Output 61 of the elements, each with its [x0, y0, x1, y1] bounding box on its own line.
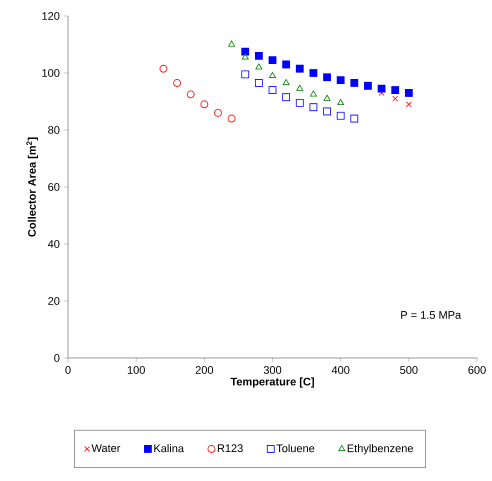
legend-label: Water: [92, 444, 120, 452]
point: [282, 93, 290, 102]
point: [350, 79, 358, 87]
y-tick-label: 0: [54, 354, 60, 362]
legend-label: Ethylbenzene: [348, 444, 413, 454]
legend-label: Toluene: [276, 444, 314, 452]
x-tick-label: 200: [196, 366, 214, 374]
point: [269, 72, 276, 78]
y-tick-label: 40: [48, 240, 60, 248]
x-tick-label: 0: [65, 366, 71, 374]
point: [254, 52, 263, 60]
point: [323, 108, 331, 116]
point: [186, 90, 195, 98]
point: [310, 103, 318, 112]
point: [391, 86, 400, 94]
point: [324, 94, 330, 101]
point: [364, 82, 372, 90]
annotation: P = 1.5 MPa: [401, 311, 462, 319]
y-tick-label: 120: [42, 12, 60, 20]
point: [337, 99, 344, 106]
point: [378, 84, 386, 93]
point: [406, 101, 412, 108]
point: [254, 79, 263, 87]
legend-label: R123: [218, 444, 243, 452]
point: [242, 53, 249, 60]
point: [255, 63, 262, 70]
y-axis-title: Collector Area [m$^{2}$]: [26, 138, 38, 237]
point: [268, 56, 276, 64]
point: [214, 108, 222, 117]
y-tick-label: 60: [48, 183, 60, 191]
point: [336, 76, 345, 84]
point: [310, 69, 318, 77]
y-tick-label: 20: [48, 297, 60, 305]
point: [404, 89, 413, 97]
point: [228, 114, 236, 122]
x-tick-label: 500: [400, 366, 418, 374]
x-tick-label: 400: [332, 366, 350, 374]
point: [160, 64, 168, 73]
x-tick-label: 600: [468, 366, 486, 374]
point: [241, 48, 250, 56]
point: [241, 70, 250, 78]
point: [228, 40, 236, 47]
x-tick-label: 300: [264, 366, 282, 374]
point: [323, 73, 331, 82]
point: [173, 79, 181, 87]
point: [310, 90, 317, 97]
point: [268, 86, 276, 94]
point: [296, 84, 304, 91]
x-tick-label: 100: [128, 366, 145, 374]
point: [392, 96, 398, 102]
x-axis-title: Temperature [C]: [230, 377, 314, 388]
point: [282, 60, 290, 68]
y-tick-label: 80: [48, 126, 60, 134]
point: [350, 114, 358, 122]
point: [200, 100, 208, 108]
point: [336, 112, 345, 120]
point: [296, 64, 304, 73]
legend-label: Kalina: [154, 444, 184, 452]
point: [296, 99, 304, 107]
y-tick-label: 100: [42, 69, 60, 77]
point: [282, 79, 290, 86]
